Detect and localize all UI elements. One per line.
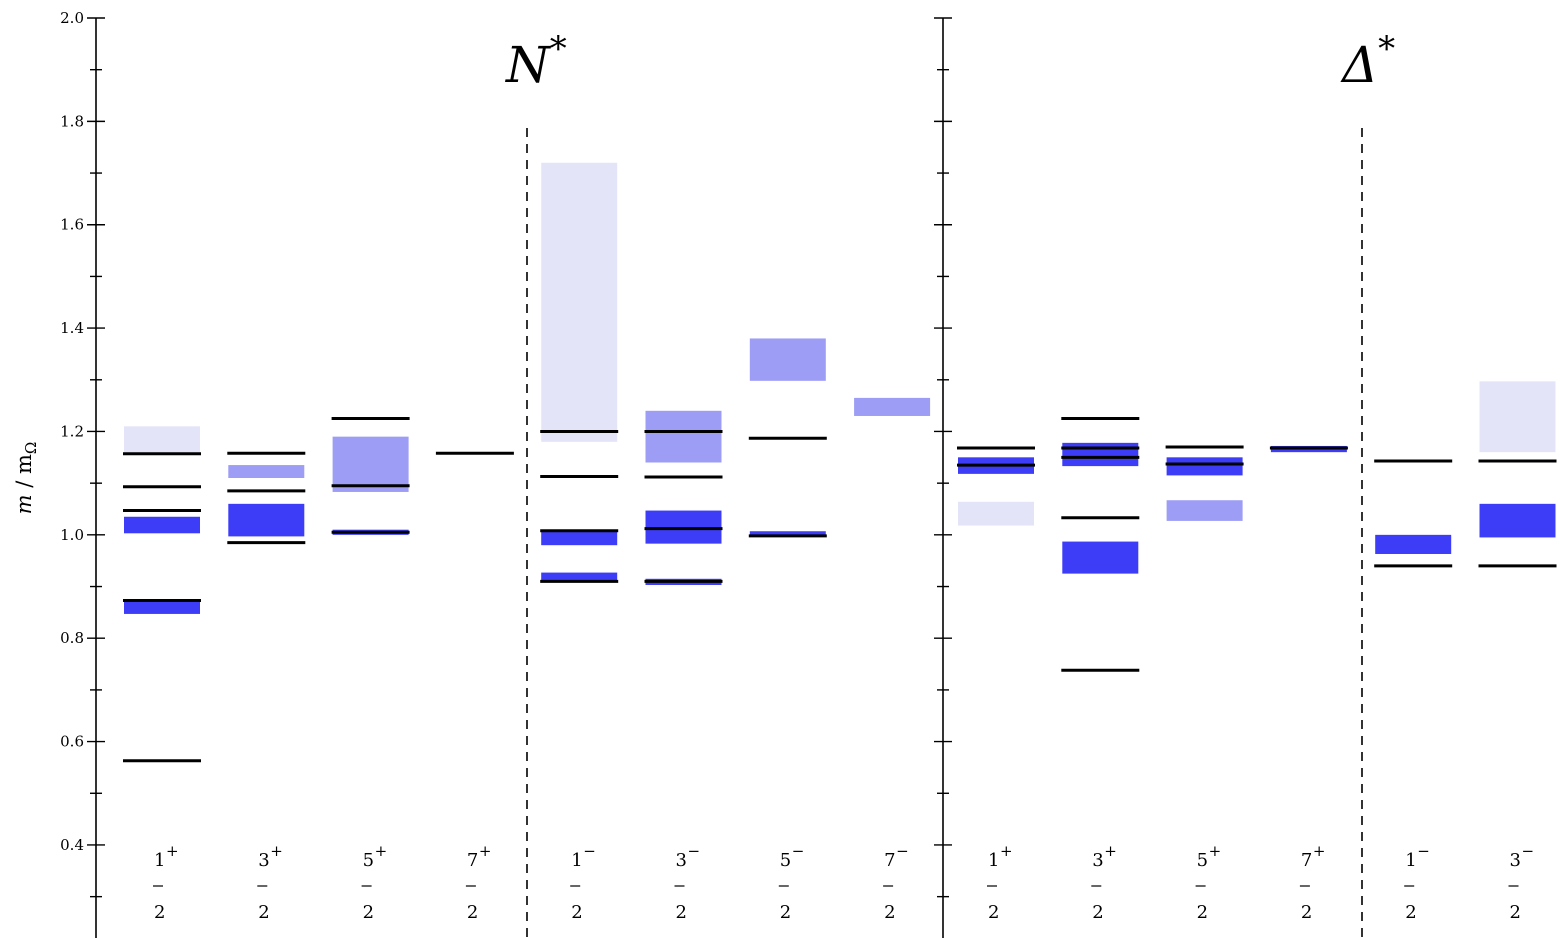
category-parity-1-5: − <box>1522 842 1535 860</box>
band-0-3 <box>228 503 305 537</box>
band-1-2 <box>1062 541 1139 574</box>
panel-title-sup-0: * <box>550 29 567 69</box>
band-0-1 <box>124 516 200 534</box>
category-denominator-1-0: 2 <box>988 902 999 923</box>
y-tick-label-6: 1.6 <box>60 216 84 234</box>
band-0-7 <box>541 572 618 583</box>
category-numerator-0-5: 3 <box>676 850 687 871</box>
category-numerator-1-4: 1 <box>1405 850 1416 871</box>
band-0-13 <box>749 531 826 537</box>
category-parity-0-4: − <box>583 842 596 860</box>
band-1-5 <box>1166 457 1243 476</box>
category-numerator-1-2: 5 <box>1197 850 1208 871</box>
band-1-3 <box>1062 442 1139 467</box>
category-denominator-0-1: 2 <box>258 902 269 923</box>
category-parity-0-2: + <box>375 842 388 860</box>
y-axis-title-main: m <box>12 494 36 514</box>
category-denominator-0-0: 2 <box>154 902 165 923</box>
panel-title-letter-1: Δ <box>1340 36 1378 94</box>
axes-layer <box>87 17 1363 938</box>
category-parity-0-5: − <box>688 842 701 860</box>
y-tick-label-0: 0.4 <box>60 836 84 854</box>
category-denominator-0-2: 2 <box>363 902 374 923</box>
category-numerator-0-0: 1 <box>154 850 165 871</box>
y-tick-label-5: 1.4 <box>60 319 84 337</box>
y-axis-title-slash: / m <box>12 454 36 494</box>
category-denominator-1-5: 2 <box>1510 902 1521 923</box>
band-1-7 <box>1375 534 1452 554</box>
category-parity-1-3: + <box>1313 842 1326 860</box>
category-numerator-1-0: 1 <box>988 850 999 871</box>
category-denominator-0-6: 2 <box>780 902 791 923</box>
band-0-12 <box>645 410 722 463</box>
text-layer: N*1 +23 +25 +27 +21 −23 −25 −27 −2Δ*1 +23 +25 +27 +2… <box>12 9 1534 923</box>
category-denominator-0-4: 2 <box>571 902 582 923</box>
panel-title-0: N* <box>505 29 567 94</box>
y-tick-label-7: 1.8 <box>60 112 84 130</box>
category-parity-0-3: + <box>479 842 492 860</box>
category-numerator-0-7: 7 <box>884 850 895 871</box>
category-numerator-1-5: 3 <box>1510 850 1521 871</box>
y-axis-title: m / mΩ <box>12 442 40 515</box>
y-tick-label-1: 0.6 <box>60 733 84 751</box>
band-0-9 <box>541 162 618 442</box>
category-denominator-0-3: 2 <box>467 902 478 923</box>
y-tick-label-2: 0.8 <box>60 629 84 647</box>
category-parity-1-4: − <box>1417 842 1430 860</box>
panel-title-letter-0: N <box>505 36 552 94</box>
category-parity-0-0: + <box>166 842 179 860</box>
category-numerator-1-1: 3 <box>1092 850 1103 871</box>
category-numerator-0-2: 5 <box>363 850 374 871</box>
y-tick-label-4: 1.2 <box>60 422 84 440</box>
category-denominator-1-3: 2 <box>1301 902 1312 923</box>
band-1-4 <box>1166 500 1243 521</box>
band-0-15 <box>854 397 931 416</box>
category-parity-0-7: − <box>896 842 909 860</box>
category-parity-1-0: + <box>1000 842 1013 860</box>
category-parity-0-1: + <box>270 842 283 860</box>
y-tick-label-8: 2.0 <box>60 9 84 27</box>
band-1-0 <box>958 501 1034 526</box>
band-0-14 <box>749 338 826 381</box>
band-0-6 <box>332 436 409 492</box>
level-layer <box>123 417 1557 763</box>
category-denominator-0-5: 2 <box>676 902 687 923</box>
band-0-8 <box>541 529 618 546</box>
band-1-9 <box>1479 381 1556 453</box>
y-tick-label-3: 1.0 <box>60 526 84 544</box>
panel-title-1: Δ* <box>1340 29 1395 94</box>
category-numerator-0-3: 7 <box>467 850 478 871</box>
category-denominator-1-2: 2 <box>1197 902 1208 923</box>
band-0-4 <box>228 465 305 478</box>
category-denominator-0-7: 2 <box>884 902 895 923</box>
category-parity-1-2: + <box>1209 842 1222 860</box>
panel-title-sup-1: * <box>1378 29 1395 69</box>
band-0-11 <box>645 510 722 544</box>
band-0-0 <box>124 599 200 614</box>
category-numerator-1-3: 7 <box>1301 850 1312 871</box>
band-layer <box>124 162 1556 614</box>
category-parity-0-6: − <box>792 842 805 860</box>
band-0-2 <box>124 426 200 454</box>
category-numerator-0-4: 1 <box>571 850 582 871</box>
y-axis-title-sub: Ω <box>22 442 40 454</box>
category-numerator-0-6: 5 <box>780 850 791 871</box>
category-parity-1-1: + <box>1104 842 1117 860</box>
category-numerator-0-1: 3 <box>258 850 269 871</box>
category-denominator-1-1: 2 <box>1092 902 1103 923</box>
band-1-8 <box>1479 503 1556 538</box>
category-denominator-1-4: 2 <box>1405 902 1416 923</box>
